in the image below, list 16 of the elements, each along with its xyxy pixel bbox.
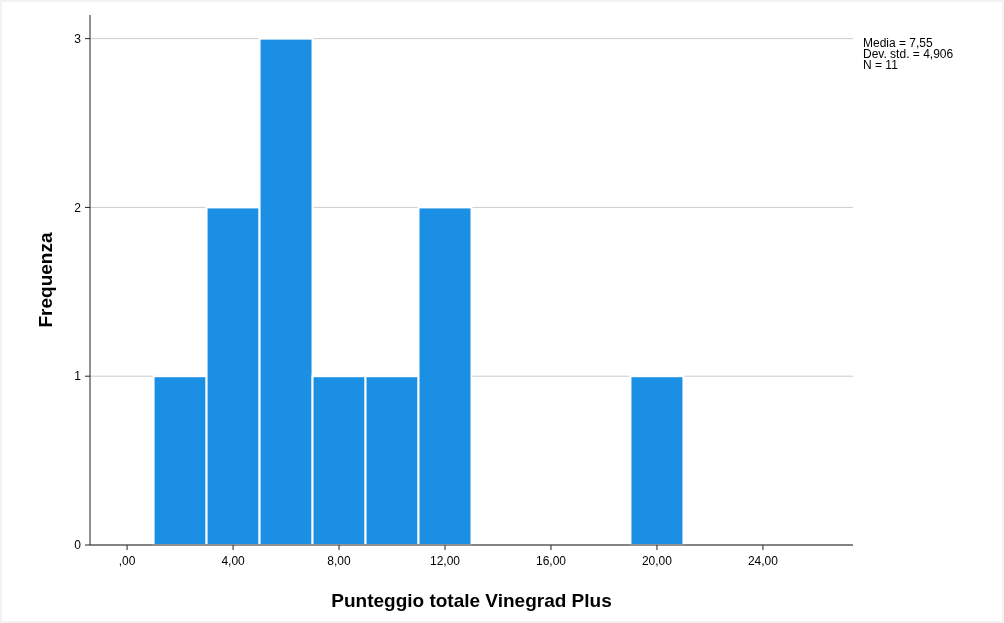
x-tick-label: 20,00 [641, 554, 673, 568]
y-tick-label: 0 [74, 538, 82, 553]
x-tick-label: 4,00 [221, 554, 246, 568]
y-tick-label: 3 [74, 31, 82, 46]
x-axis-title: Punteggio totale Vinegrad Plus [331, 590, 612, 611]
x-tick-label: 16,00 [535, 554, 567, 568]
y-tick-label: 1 [74, 369, 82, 384]
x-tick-label: 12,00 [429, 554, 461, 568]
text: N = 11 [863, 58, 899, 72]
y-axis-title: Frequenza [35, 232, 56, 328]
text: Dev. std. = 4,906 [863, 47, 954, 61]
x-tick-label: ,00 [118, 554, 136, 568]
text: Media = 7,55 [863, 36, 934, 50]
x-tick-label: 8,00 [327, 554, 352, 568]
y-tick-label: 2 [74, 200, 82, 215]
x-tick-label: 24,00 [747, 554, 779, 568]
